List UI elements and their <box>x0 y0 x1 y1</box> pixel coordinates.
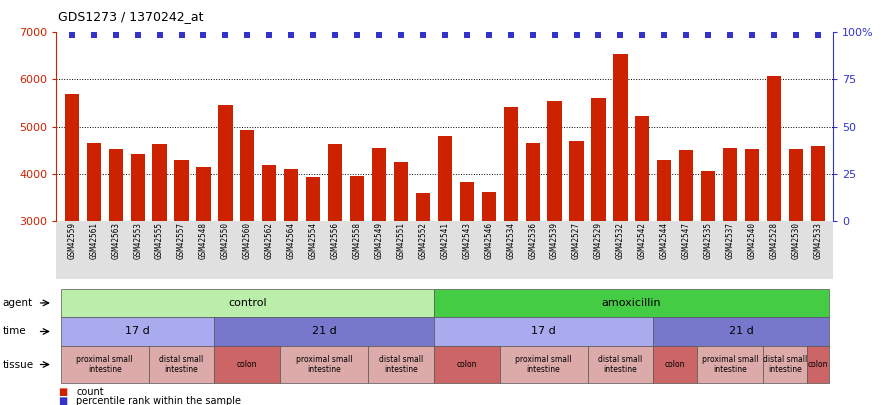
Point <box>504 32 518 38</box>
Point <box>175 32 189 38</box>
Text: time: time <box>3 326 26 337</box>
Bar <box>175 160 189 221</box>
Point <box>745 32 759 38</box>
Bar <box>65 94 79 221</box>
Point <box>437 32 452 38</box>
Point <box>306 32 321 38</box>
Point <box>240 32 254 38</box>
Text: amoxicillin: amoxicillin <box>601 298 661 308</box>
Point <box>328 32 342 38</box>
Point <box>196 32 211 38</box>
Bar <box>284 169 298 221</box>
Point <box>219 32 233 38</box>
Point <box>569 32 583 38</box>
Bar <box>745 149 759 221</box>
Bar <box>811 146 825 221</box>
Text: distal small
intestine: distal small intestine <box>159 355 203 374</box>
Point <box>394 32 409 38</box>
Point <box>613 32 627 38</box>
Text: count: count <box>76 387 104 396</box>
Bar <box>416 194 430 221</box>
Point <box>547 32 562 38</box>
Text: proximal small
intestine: proximal small intestine <box>296 355 352 374</box>
Text: colon: colon <box>665 360 685 369</box>
Bar <box>108 149 123 221</box>
Point <box>372 32 386 38</box>
Text: distal small
intestine: distal small intestine <box>379 355 423 374</box>
Bar <box>788 149 803 221</box>
Bar <box>460 182 474 221</box>
Bar <box>767 76 781 221</box>
Point <box>263 32 277 38</box>
Text: 17 d: 17 d <box>531 326 556 337</box>
Point <box>788 32 803 38</box>
Bar <box>723 148 737 221</box>
Text: proximal small
intestine: proximal small intestine <box>515 355 572 374</box>
Bar <box>547 101 562 221</box>
Point <box>811 32 825 38</box>
Bar <box>350 175 364 221</box>
Bar <box>131 154 145 221</box>
Bar <box>591 98 606 221</box>
Point <box>723 32 737 38</box>
Point <box>481 32 495 38</box>
Bar <box>635 116 650 221</box>
Text: colon: colon <box>237 360 258 369</box>
Text: proximal small
intestine: proximal small intestine <box>76 355 133 374</box>
Bar <box>372 148 386 221</box>
Text: colon: colon <box>457 360 477 369</box>
Text: 21 d: 21 d <box>728 326 754 337</box>
Bar <box>328 144 342 221</box>
Text: tissue: tissue <box>3 360 34 369</box>
Bar <box>504 107 518 221</box>
Point <box>635 32 650 38</box>
Point <box>416 32 430 38</box>
Text: ■: ■ <box>58 396 67 405</box>
Bar <box>152 144 167 221</box>
Point <box>460 32 474 38</box>
Text: distal small
intestine: distal small intestine <box>599 355 642 374</box>
Point <box>284 32 298 38</box>
Point <box>591 32 606 38</box>
Point <box>767 32 781 38</box>
Point <box>87 32 101 38</box>
Bar <box>240 130 254 221</box>
Bar <box>219 105 233 221</box>
Point <box>701 32 715 38</box>
Text: distal small
intestine: distal small intestine <box>762 355 807 374</box>
Text: colon: colon <box>807 360 828 369</box>
Point <box>65 32 79 38</box>
Bar <box>657 160 671 221</box>
Text: 21 d: 21 d <box>312 326 337 337</box>
Point <box>525 32 539 38</box>
Bar <box>613 53 627 221</box>
Text: GDS1273 / 1370242_at: GDS1273 / 1370242_at <box>58 10 203 23</box>
Point <box>152 32 167 38</box>
Text: agent: agent <box>3 298 33 308</box>
Bar <box>394 162 408 221</box>
Text: 17 d: 17 d <box>125 326 150 337</box>
Bar <box>569 141 583 221</box>
Bar <box>526 143 539 221</box>
Bar <box>438 136 452 221</box>
Bar <box>306 177 321 221</box>
Text: ■: ■ <box>58 387 67 396</box>
Bar <box>263 165 277 221</box>
Point <box>108 32 123 38</box>
Point <box>131 32 145 38</box>
Text: proximal small
intestine: proximal small intestine <box>702 355 758 374</box>
Bar <box>701 171 715 221</box>
Point <box>657 32 671 38</box>
Bar <box>87 143 101 221</box>
Text: control: control <box>228 298 267 308</box>
Text: percentile rank within the sample: percentile rank within the sample <box>76 396 241 405</box>
Bar <box>679 150 694 221</box>
Bar <box>196 166 211 221</box>
Point <box>350 32 365 38</box>
Point <box>679 32 694 38</box>
Bar <box>482 192 495 221</box>
